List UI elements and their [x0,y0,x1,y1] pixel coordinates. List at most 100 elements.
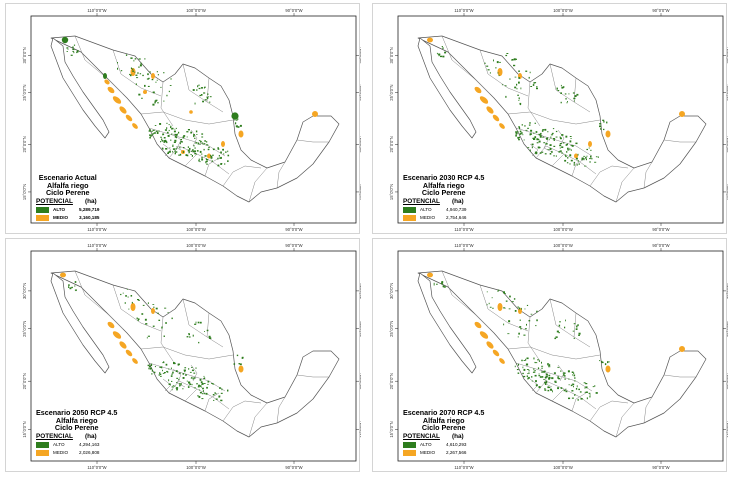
alto-area [188,381,191,384]
alto-area [518,138,520,141]
alto-area [550,148,552,150]
alto-area [569,136,572,137]
alto-area [183,147,185,149]
state-boundary [507,346,601,360]
alto-area [206,163,208,165]
state-boundary [162,143,172,157]
alto-area [531,380,534,382]
alto-area [541,367,543,369]
alto-area [498,74,500,77]
alto-area [588,147,590,149]
alto-area [571,145,574,147]
alto-area [192,334,194,337]
map-frame [397,250,724,462]
alto-area [146,78,150,80]
latitude-label-right: 20°0'0"N [726,373,728,389]
alto-area [585,391,588,393]
alto-area [569,154,572,157]
alto-area [517,94,519,96]
alto-area [215,398,218,400]
alto-area [569,140,572,143]
longitude-label-top: 90°0'0"W [285,8,302,13]
alto-area [192,378,195,380]
alto-area [564,154,567,156]
alto-area [196,89,198,91]
alto-area [492,307,494,309]
alto-area [218,155,220,157]
legend-title: Escenario 2030 RCP 4.5 [403,173,485,182]
alto-area [149,129,151,131]
alto-area [527,147,530,149]
alto-area [166,141,168,144]
alto-area [210,96,212,98]
alto-area [158,130,160,132]
state-boundary [643,161,653,189]
alto-area [156,71,158,73]
alto-area [198,158,200,160]
alto-area [152,103,155,106]
state-boundary [663,374,696,378]
alto-area [581,157,584,160]
state-boundary [190,129,198,147]
state-boundary [571,392,587,412]
alto-area [601,360,603,363]
alto-area [183,135,186,137]
alto-area [561,86,564,89]
alto-area [574,394,576,395]
alto-area [489,306,492,308]
state-boundary [276,396,286,424]
alto-area [162,373,165,374]
alto-area [499,61,501,63]
alto-area [554,380,557,382]
state-boundary [148,362,226,392]
state-boundary [296,139,329,143]
alto-area [565,319,566,322]
alto-area [185,154,188,156]
alto-area [536,310,538,313]
alto-area [137,319,139,322]
medio-area [492,349,500,357]
longitude-label-bottom: 100°0'0"W [553,227,573,232]
alto-area [578,163,580,165]
medio-area [479,331,489,339]
alto-area [546,137,549,140]
legend-crop: Alfalfa riego [422,180,465,190]
alto-area [536,86,538,88]
state-boundary [206,312,210,338]
state-boundary [222,400,262,422]
mexico-country [50,270,340,438]
alto-area [135,74,138,76]
alto-area [231,112,239,120]
alto-area [174,152,176,155]
latitude-label-right: 15°0'0"N [726,421,728,437]
alto-area [440,55,443,58]
alto-area [541,371,544,373]
alto-area [159,123,162,125]
alto-area [192,149,194,151]
alto-area [176,137,177,139]
alto-area [161,147,164,149]
alto-area [528,124,531,126]
alto-area [202,390,204,392]
alto-area [200,141,202,143]
alto-area [543,142,546,144]
alto-swatch [36,441,49,448]
alto-area [572,92,575,94]
alto-area [234,119,236,121]
alto-area [534,374,537,377]
alto-area [518,332,520,335]
alto-area [180,141,183,143]
alto-area [567,147,570,149]
alto-area [515,134,517,137]
alto-area [207,383,209,385]
longitude-label-bottom: 90°0'0"W [285,227,302,232]
alto-area [176,133,178,136]
alto-area [501,84,504,86]
alto-area [157,312,159,314]
alto-area [595,156,598,158]
alto-area [214,392,216,394]
alto-area [152,91,155,94]
alto-area [565,135,568,138]
alto-area [577,398,579,401]
alto-area [194,323,197,325]
